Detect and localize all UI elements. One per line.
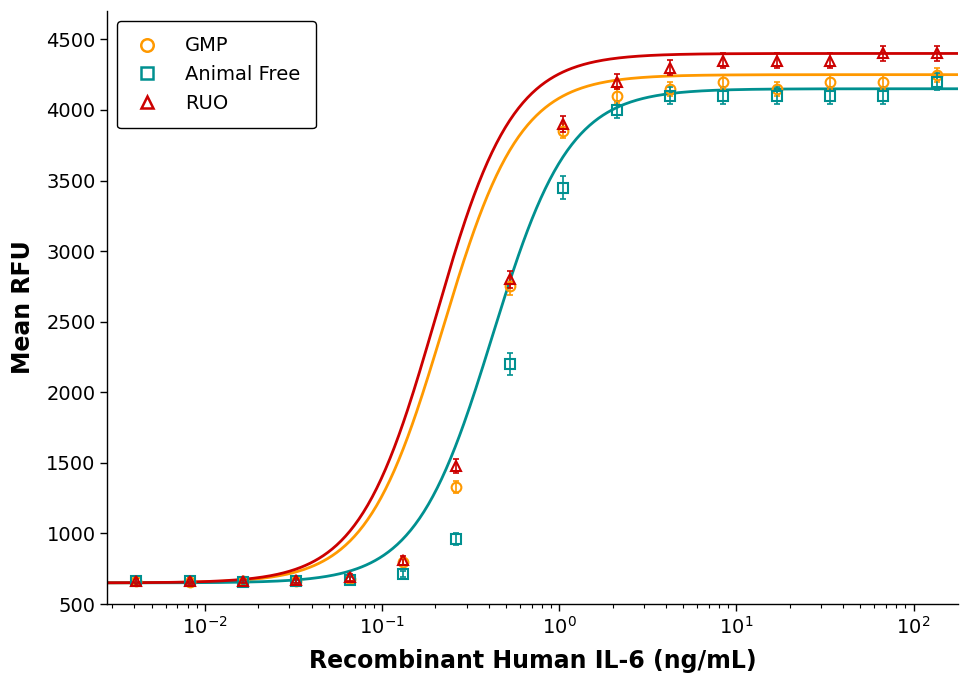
RUO <box>291 576 302 584</box>
GMP <box>344 575 356 583</box>
GMP <box>184 578 196 586</box>
RUO <box>344 573 356 581</box>
Animal Free <box>184 577 196 586</box>
Animal Free <box>344 576 356 584</box>
RUO <box>184 577 196 586</box>
Animal Free <box>131 577 142 586</box>
Animal Free <box>610 106 622 114</box>
Line: RUO: RUO <box>132 49 942 586</box>
RUO <box>610 77 622 86</box>
GMP <box>878 77 890 86</box>
RUO <box>931 49 943 57</box>
GMP <box>717 77 729 86</box>
GMP <box>397 557 409 566</box>
RUO <box>131 577 142 585</box>
Line: Animal Free: Animal Free <box>132 77 942 587</box>
RUO <box>237 577 249 585</box>
RUO <box>771 56 783 64</box>
Animal Free <box>397 570 409 578</box>
GMP <box>451 483 462 491</box>
GMP <box>291 577 302 585</box>
Animal Free <box>717 92 729 100</box>
GMP <box>610 92 622 100</box>
Animal Free <box>664 92 675 100</box>
Legend: GMP, Animal Free, RUO: GMP, Animal Free, RUO <box>117 21 316 129</box>
RUO <box>557 120 569 128</box>
GMP <box>824 77 835 86</box>
Y-axis label: Mean RFU: Mean RFU <box>11 241 35 374</box>
X-axis label: Recombinant Human IL-6 (ng/mL): Recombinant Human IL-6 (ng/mL) <box>309 649 757 673</box>
Animal Free <box>237 578 249 586</box>
RUO <box>397 556 409 564</box>
RUO <box>664 64 675 72</box>
GMP <box>557 127 569 135</box>
Animal Free <box>771 92 783 100</box>
RUO <box>504 275 516 283</box>
GMP <box>771 85 783 93</box>
Animal Free <box>291 577 302 586</box>
RUO <box>878 49 890 57</box>
RUO <box>451 462 462 470</box>
RUO <box>717 56 729 64</box>
Animal Free <box>504 360 516 368</box>
GMP <box>237 577 249 586</box>
GMP <box>664 85 675 93</box>
Animal Free <box>451 535 462 543</box>
RUO <box>824 56 835 64</box>
GMP <box>504 282 516 291</box>
GMP <box>931 70 943 79</box>
Animal Free <box>824 92 835 100</box>
GMP <box>131 577 142 586</box>
Animal Free <box>931 77 943 86</box>
Animal Free <box>878 92 890 100</box>
Line: GMP: GMP <box>132 70 942 587</box>
Animal Free <box>557 183 569 192</box>
